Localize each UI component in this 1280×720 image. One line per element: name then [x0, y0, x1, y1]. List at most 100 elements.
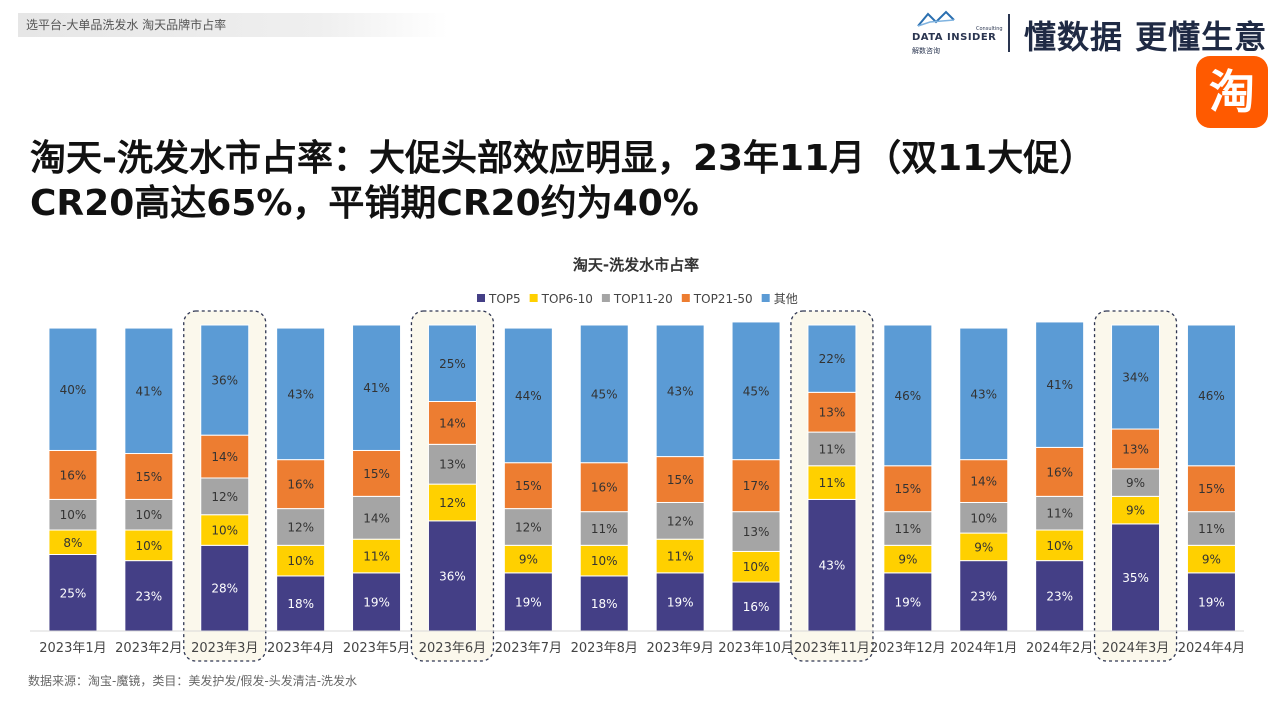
x-tick-label: 2023年10月	[718, 641, 794, 656]
bar-segment	[276, 459, 326, 510]
data-label: 35%	[1122, 571, 1149, 585]
data-label: 14%	[439, 416, 466, 430]
data-label: 8%	[63, 536, 82, 550]
legend-swatch	[477, 294, 485, 302]
data-label: 15%	[363, 467, 390, 481]
x-tick-label: 2023年7月	[495, 641, 562, 656]
data-label: 12%	[287, 520, 314, 534]
data-label: 45%	[743, 384, 770, 398]
x-tick-label: 2024年4月	[1178, 641, 1245, 656]
bar-segment	[503, 327, 553, 464]
bar-segment	[503, 462, 553, 510]
bar-segment	[655, 501, 705, 540]
bar-segment	[1186, 465, 1236, 513]
page-title: 淘天-洗发水市占率：大促头部效应明显，23年11月（双11大促）CR20高达65…	[30, 138, 1096, 224]
bar-segment	[1111, 324, 1161, 430]
data-insider-logo: Consulting DATA INSIDER 解数咨询	[912, 10, 1003, 56]
bar-segment	[124, 560, 174, 632]
bar-segment	[352, 449, 402, 497]
bar-segment	[352, 324, 402, 451]
bar-segment	[807, 431, 857, 467]
breadcrumb: 选平台-大单品洗发水 淘天品牌市占率	[18, 13, 448, 37]
market-share-chart: 淘天-洗发水市占率 TOP5 TOP6-10 TOP11-20 TOP21-50 其他 …	[30, 256, 1245, 662]
bar-segment	[48, 449, 98, 500]
x-tick-label: 2023年12月	[870, 641, 946, 656]
bar-segment	[731, 511, 781, 552]
data-label: 19%	[895, 595, 922, 609]
bar-segment	[276, 508, 326, 546]
x-axis-ticks: 2023年1月 2023年2月 2023年3月 2023年4月 2023年5月 2023年…	[39, 641, 1245, 656]
data-label: 9%	[1202, 553, 1221, 567]
data-label: 14%	[211, 450, 238, 464]
data-label: 14%	[363, 511, 390, 525]
x-tick-label: 2024年1月	[950, 641, 1017, 656]
bar-segment	[731, 550, 781, 583]
logo-text: DATA INSIDER	[912, 32, 997, 43]
data-label: 28%	[211, 582, 238, 596]
bar-segment	[276, 575, 326, 632]
data-label: 44%	[515, 389, 542, 403]
x-tick-label: 2023年11月	[794, 641, 870, 656]
bar-segment	[276, 327, 326, 461]
bar-segment	[579, 462, 629, 513]
bar-segment	[48, 327, 98, 451]
data-label: 13%	[743, 525, 770, 539]
legend-swatch	[761, 294, 770, 302]
data-label: 10%	[970, 511, 997, 525]
x-tick-label: 2023年5月	[343, 641, 410, 656]
data-label: 10%	[211, 524, 238, 538]
data-label: 19%	[667, 595, 694, 609]
data-label: 10%	[591, 554, 618, 568]
data-label: 19%	[363, 595, 390, 609]
data-label: 10%	[136, 539, 163, 553]
data-label: 23%	[136, 589, 163, 603]
bar-segment	[1111, 523, 1161, 632]
bar-segment	[124, 327, 174, 455]
bar-segment	[1035, 495, 1085, 531]
data-label: 11%	[819, 442, 846, 456]
bar-segment	[883, 544, 933, 574]
bar-segment	[655, 572, 705, 632]
data-label: 11%	[819, 476, 846, 490]
data-label: 11%	[363, 550, 390, 564]
data-label: 36%	[211, 374, 238, 388]
data-label: 19%	[515, 595, 542, 609]
data-label: 15%	[515, 479, 542, 493]
data-label: 18%	[287, 597, 314, 611]
x-tick-label: 2024年2月	[1026, 641, 1093, 656]
bar-segment	[124, 498, 174, 531]
data-label: 11%	[667, 550, 694, 564]
data-label: 15%	[136, 470, 163, 484]
bar-segment	[1035, 446, 1085, 497]
data-label: 15%	[667, 473, 694, 487]
data-label: 19%	[1198, 595, 1225, 609]
data-label: 34%	[1122, 371, 1149, 385]
legend-label: 其他	[774, 292, 798, 306]
data-label: 23%	[970, 589, 997, 603]
bar-segment	[427, 324, 477, 402]
data-label: 12%	[211, 490, 238, 504]
data-label: 15%	[895, 482, 922, 496]
logo-subtext: 解数咨询	[912, 47, 940, 55]
data-label: 43%	[667, 384, 694, 398]
bar-segment	[503, 544, 553, 574]
x-tick-label: 2024年3月	[1102, 641, 1169, 656]
bar-segment	[807, 391, 857, 433]
data-label: 16%	[287, 478, 314, 492]
data-label: 12%	[667, 514, 694, 528]
data-label: 11%	[1198, 522, 1225, 536]
data-label: 10%	[136, 508, 163, 522]
legend-label: TOP6-10	[541, 292, 593, 306]
bar-segment	[959, 532, 1009, 562]
bar-segment	[579, 324, 629, 464]
source-note: 数据来源：淘宝-魔镜，类目：美发护发/假发-头发清洁-洗发水	[28, 674, 358, 688]
data-label: 41%	[1046, 378, 1073, 392]
bar-segment	[200, 434, 250, 479]
logo-consulting-text: Consulting	[976, 26, 1003, 32]
data-label: 10%	[287, 554, 314, 568]
bar-segment	[807, 324, 857, 393]
bar-segment	[731, 321, 781, 461]
legend-swatch	[529, 294, 538, 302]
bar-segment	[731, 459, 781, 513]
legend-label: TOP5	[488, 292, 521, 306]
